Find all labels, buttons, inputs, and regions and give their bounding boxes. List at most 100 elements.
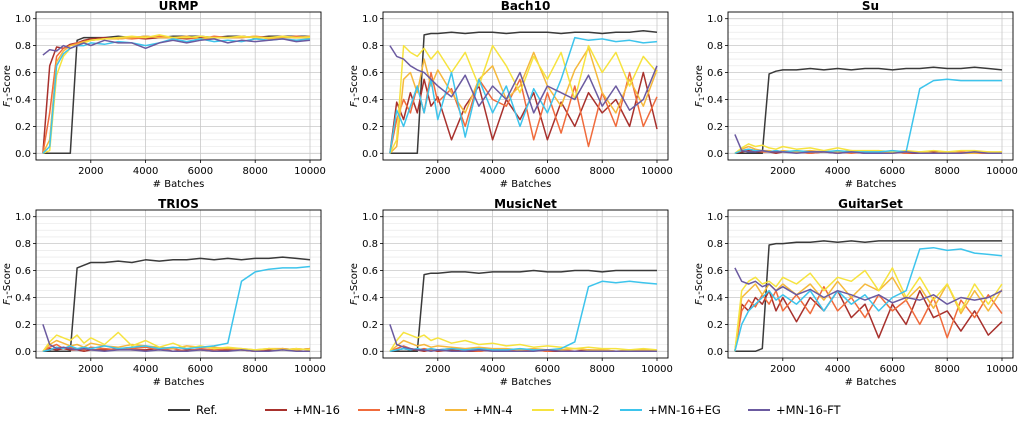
y-tick-label: 1.0	[15, 14, 31, 25]
y-tick-label: 0.6	[15, 266, 31, 277]
y-tick-label: 0.0	[15, 149, 31, 160]
chart-title: MusicNet	[494, 197, 557, 211]
series-line-ref	[389, 30, 658, 155]
series-line-ref	[42, 256, 311, 353]
y-tick-label: 0.0	[707, 149, 723, 160]
y-tick-label: 1.0	[707, 14, 723, 25]
x-tick-label: 8000	[589, 364, 614, 375]
x-axis-label: # Batches	[500, 377, 552, 388]
series-line-mn-8	[42, 35, 311, 154]
panel-su: 0.0 0.2 0.4 0.6 0.8 1.0 2000 4000 6000 8000 10000 S…	[694, 0, 1018, 190]
x-tick-label: 4000	[133, 364, 158, 375]
legend-label: +MN-16-FT	[776, 403, 842, 417]
x-axis-label: # Batches	[500, 179, 552, 190]
y-tick-label: 0.6	[707, 68, 723, 79]
y-axis-label: F1-Score	[2, 263, 14, 305]
y-tick-label: 0.2	[15, 122, 31, 133]
legend-item-ref: Ref.	[168, 403, 217, 417]
legend-item-mn-2: +MN-2	[532, 403, 600, 417]
legend-item-mn-8: +MN-8	[358, 403, 426, 417]
y-tick-label: 1.0	[362, 14, 378, 25]
x-tick-label: 8000	[934, 166, 959, 177]
legend-label: +MN-16+EG	[648, 403, 721, 417]
legend-item-mn-4: +MN-4	[445, 403, 513, 417]
y-tick-label: 0.0	[362, 149, 378, 160]
series-line-mn-4	[389, 339, 658, 353]
y-tick-label: 0.0	[15, 347, 31, 358]
series-line-mn-16-eg	[42, 265, 311, 353]
series-line-mn-8	[734, 285, 1003, 352]
x-tick-label: 4000	[133, 166, 158, 177]
x-tick-label: 2000	[770, 166, 795, 177]
series-line-mn-16-eg	[42, 38, 311, 154]
x-axis-label: # Batches	[845, 377, 897, 388]
y-axis-label: F1-Score	[349, 263, 361, 305]
y-axis-label: F1-Score	[694, 65, 706, 107]
x-tick-label: 6000	[535, 364, 560, 375]
x-tick-label: 4000	[480, 166, 505, 177]
legend-label: Ref.	[196, 403, 217, 417]
x-tick-label: 10000	[641, 364, 673, 375]
x-tick-label: 8000	[242, 364, 267, 375]
series-line-mn-16-eg	[734, 78, 1002, 154]
axes-frame	[382, 209, 669, 359]
legend-label: +MN-16	[293, 403, 340, 417]
y-tick-label: 0.0	[362, 347, 378, 358]
legend-label: +MN-4	[473, 403, 513, 417]
y-tick-label: 0.8	[15, 239, 31, 250]
y-tick-label: 1.0	[362, 212, 378, 223]
y-tick-label: 0.4	[15, 95, 31, 106]
axes-frame	[727, 209, 1014, 359]
x-tick-label: 10000	[294, 166, 326, 177]
x-axis-label: # Batches	[153, 179, 205, 190]
x-tick-label: 4000	[480, 364, 505, 375]
y-tick-label: 0.2	[362, 320, 378, 331]
y-tick-label: 0.4	[362, 293, 378, 304]
legend-item-mn-16-eg: +MN-16+EG	[620, 403, 721, 417]
series-line-mn-16-eg	[734, 246, 1003, 352]
panel-trios: 0.0 0.2 0.4 0.6 0.8 1.0 2000 4000 6000 8000 10000 T…	[2, 197, 326, 388]
y-tick-label: 0.2	[15, 320, 31, 331]
series-line-mn-16-ft	[389, 324, 657, 353]
x-tick-label: 2000	[425, 166, 450, 177]
x-tick-label: 2000	[770, 364, 795, 375]
x-tick-label: 10000	[986, 364, 1018, 375]
series-line-mn-16-ft	[42, 38, 311, 56]
x-tick-label: 2000	[425, 364, 450, 375]
series-line-mn-2	[389, 331, 658, 352]
legend-label: +MN-8	[386, 403, 426, 417]
series-line-ref	[389, 269, 657, 353]
series-line-ref	[734, 240, 1002, 353]
x-tick-label: 6000	[880, 364, 905, 375]
x-tick-label: 4000	[825, 364, 850, 375]
y-axis-label: F1-Score	[349, 65, 361, 107]
y-tick-label: 0.6	[15, 68, 31, 79]
axes-frame	[35, 11, 322, 161]
series-line-mn-2	[389, 44, 658, 154]
y-tick-label: 0.4	[15, 293, 31, 304]
x-axis-label: # Batches	[153, 377, 205, 388]
series-line-mn-16	[42, 35, 310, 154]
x-tick-label: 10000	[294, 364, 326, 375]
y-axis-label: F1-Score	[694, 263, 706, 305]
legend: Ref. +MN-16 +MN-8 +MN-4 +MN-2 +MN-16+EG +MN-16…	[168, 403, 842, 417]
series-line-mn-16-ft	[42, 324, 310, 353]
series-line-ref	[42, 35, 310, 155]
chart-title: Su	[862, 0, 879, 13]
panel-urmp: 0.0 0.2 0.4 0.6 0.8 1.0 2000 4000 6000 8000 10000 U…	[2, 0, 326, 190]
y-tick-label: 0.6	[707, 266, 723, 277]
series-line-ref	[734, 66, 1003, 155]
y-tick-label: 0.0	[707, 347, 723, 358]
y-tick-label: 1.0	[707, 212, 723, 223]
y-tick-label: 0.8	[707, 41, 723, 52]
series-line-mn-16-eg	[389, 280, 658, 353]
x-tick-label: 2000	[78, 166, 103, 177]
panels: 0.0 0.2 0.4 0.6 0.8 1.0 2000 4000 6000 8000 10000 U…	[2, 0, 1018, 388]
series-line-mn-2	[734, 267, 1003, 352]
y-tick-label: 0.2	[362, 122, 378, 133]
legend-label: +MN-2	[560, 403, 600, 417]
x-tick-label: 6000	[535, 166, 560, 177]
y-tick-label: 0.8	[707, 239, 723, 250]
panel-musicnet: 0.0 0.2 0.4 0.6 0.8 1.0 2000 4000 6000 8000 10000 M…	[349, 197, 673, 388]
